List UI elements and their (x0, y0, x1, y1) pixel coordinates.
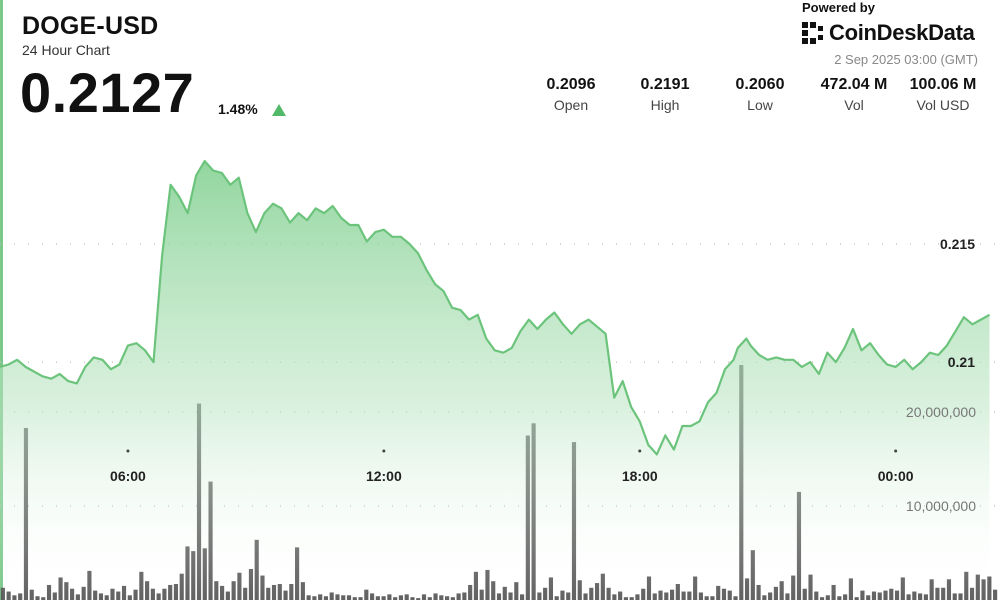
stat-low: 0.2060 Low (715, 76, 805, 113)
price-tick-label: 0.21 (948, 354, 975, 370)
axis-labels: 0.21 0.215 10,000,000 20,000,000 06:00 12:00 1… (110, 236, 976, 514)
time-tick-label: 06:00 (110, 468, 146, 484)
stat-label: Open (553, 97, 589, 113)
stat-value: 0.2060 (735, 76, 785, 93)
time-tick-mark (382, 449, 386, 453)
time-tick-label: 00:00 (878, 468, 914, 484)
time-tick-label: 18:00 (622, 468, 658, 484)
stat-label: High (650, 97, 680, 113)
coindesk-logo-icon (802, 22, 824, 44)
stat-value: 0.2096 (546, 76, 596, 93)
stat-high: 0.2191 High (620, 76, 710, 113)
stat-label: Low (747, 97, 773, 113)
current-price: 0.2127 (20, 61, 195, 124)
stat-label: Vol (844, 97, 864, 113)
brand-logo: CoinDeskData (802, 20, 975, 46)
powered-by-label: Powered by (802, 0, 875, 15)
chart-datetime: 2 Sep 2025 03:00 (GMT) (834, 52, 978, 67)
volume-tick-label: 20,000,000 (906, 404, 976, 420)
price-tick-label: 0.215 (940, 236, 975, 252)
price-change-percent: 1.48% (218, 101, 258, 117)
chart-subtitle: 24 Hour Chart (22, 42, 110, 58)
time-tick-mark (126, 449, 130, 453)
stat-label: Vol USD (916, 97, 970, 113)
stat-value: 0.2191 (640, 76, 690, 93)
up-arrow-icon (272, 104, 286, 116)
stat-open: 0.2096 Open (526, 76, 616, 113)
stat-volume-usd: 100.06 M Vol USD (898, 76, 988, 113)
stat-value: 100.06 M (909, 76, 977, 93)
stat-value: 472.04 M (820, 76, 888, 93)
time-tick-mark (894, 449, 898, 453)
time-tick-label: 12:00 (366, 468, 402, 484)
price-area-fill (0, 161, 990, 600)
price-area (0, 160, 991, 600)
volume-bar (993, 589, 998, 600)
chart-title: DOGE-USD (22, 12, 159, 40)
brand-name: CoinDeskData (829, 20, 975, 45)
price-line (0, 160, 991, 456)
volume-tick-label: 10,000,000 (906, 498, 976, 514)
stat-volume: 472.04 M Vol (809, 76, 899, 113)
left-accent-bar (0, 0, 3, 600)
time-tick-mark (638, 449, 642, 453)
